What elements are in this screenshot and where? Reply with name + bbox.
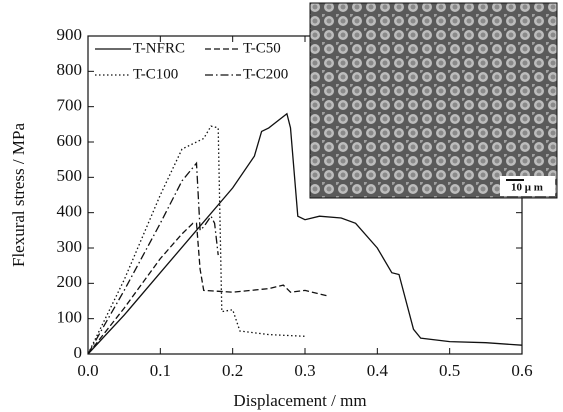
x-axis-label: Displacement / mm (233, 391, 366, 410)
legend-label: T-C100 (133, 66, 178, 82)
y-tick-label: 500 (57, 166, 83, 185)
series-line (87, 222, 327, 355)
x-tick-label: 0.2 (222, 361, 243, 380)
x-tick-label: 0.0 (77, 361, 98, 380)
y-tick-label: 400 (57, 202, 83, 221)
series-line (87, 125, 306, 355)
y-tick-label: 800 (57, 60, 83, 79)
x-tick-label: 0.1 (150, 361, 171, 380)
y-tick-label: 0 (74, 343, 83, 362)
x-tick-label: 0.5 (439, 361, 460, 380)
inset-image (309, 2, 558, 199)
x-tick-label: 0.6 (511, 361, 532, 380)
y-tick-label: 900 (57, 25, 83, 44)
legend-label: T-C50 (243, 40, 281, 56)
scale-bar-label: 10 μ m (511, 182, 543, 194)
y-tick-label: 100 (57, 308, 83, 327)
y-tick-label: 700 (57, 96, 83, 115)
x-tick-label: 0.4 (367, 361, 389, 380)
legend-label: T-C200 (243, 66, 288, 82)
y-axis-label: Flexural stress / MPa (9, 123, 28, 267)
series-line (87, 112, 523, 355)
legend-label: T-NFRC (133, 40, 185, 56)
y-tick-label: 200 (57, 272, 83, 291)
y-tick-label: 600 (57, 131, 83, 150)
series-line (87, 161, 219, 355)
x-tick-label: 0.3 (294, 361, 315, 380)
y-tick-label: 300 (57, 237, 83, 256)
